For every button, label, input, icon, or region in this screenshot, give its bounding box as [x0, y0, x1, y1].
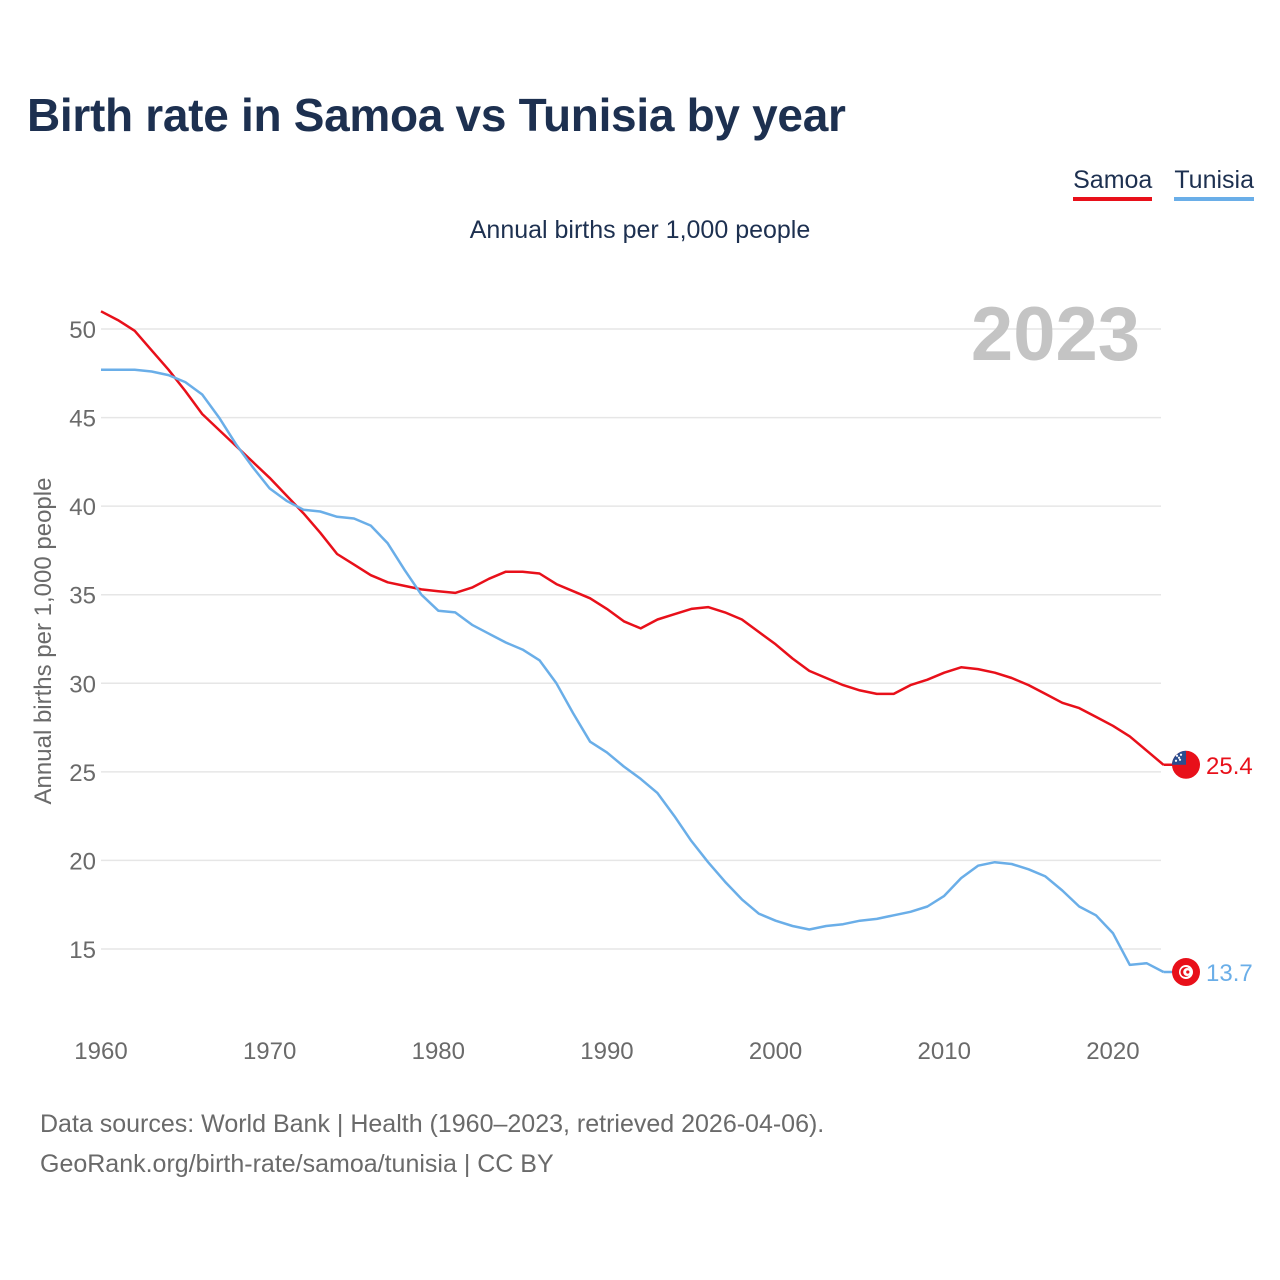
y-tick-label: 50: [69, 317, 96, 344]
series-line-samoa[interactable]: [100, 310, 1165, 766]
y-tick-label: 40: [69, 494, 96, 521]
year-watermark: 2023: [971, 292, 1140, 377]
chart-title: Birth rate in Samoa vs Tunisia by year: [27, 89, 846, 141]
legend-item-samoa[interactable]: Samoa: [1073, 166, 1153, 201]
end-value-label-samoa: 25.4: [1206, 753, 1253, 780]
grid-lines: [101, 328, 1161, 950]
y-axis-label: Annual births per 1,000 people: [30, 478, 57, 805]
x-tick-label: 1990: [580, 1038, 633, 1065]
end-value-label-tunisia: 13.7: [1206, 960, 1253, 987]
series-lines: [100, 310, 1165, 974]
line-chart: 2023 15 20 25 30 35 40 45 50 1960 1970 1980 1990 20…: [30, 292, 1253, 1065]
attribution-link[interactable]: GeoRank.org/birth-rate/samoa/tunisia | C…: [40, 1150, 554, 1178]
x-tick-label: 2020: [1086, 1038, 1139, 1065]
chart-subtitle: Annual births per 1,000 people: [469, 216, 811, 244]
y-tick-label: 45: [69, 406, 96, 433]
series-line-tunisia[interactable]: [101, 368, 1165, 974]
tunisia-flag-icon: [1172, 958, 1200, 987]
x-axis-ticks: 1960 1970 1980 1990 2000 2010 2020: [74, 1038, 1139, 1065]
x-tick-label: 1960: [74, 1038, 127, 1065]
samoa-flag-icon: [1172, 750, 1200, 779]
x-tick-label: 1980: [412, 1038, 465, 1065]
y-tick-label: 30: [69, 671, 96, 698]
x-tick-label: 2010: [918, 1038, 971, 1065]
y-tick-label: 25: [69, 760, 96, 787]
source-text: Data sources: World Bank | Health (1960–…: [40, 1110, 825, 1138]
end-markers: 25.4 13.7: [1163, 750, 1253, 987]
x-tick-label: 2000: [749, 1038, 802, 1065]
y-axis-ticks: 15 20 25 30 35 40 45 50: [69, 317, 96, 964]
y-tick-label: 15: [69, 937, 96, 964]
legend-item-tunisia[interactable]: Tunisia: [1174, 166, 1254, 201]
x-tick-label: 1970: [243, 1038, 296, 1065]
footer: Data sources: World Bank | Health (1960–…: [40, 1104, 824, 1184]
y-tick-label: 20: [69, 848, 96, 875]
y-tick-label: 35: [69, 583, 96, 610]
legend: Samoa Tunisia: [1073, 166, 1254, 201]
